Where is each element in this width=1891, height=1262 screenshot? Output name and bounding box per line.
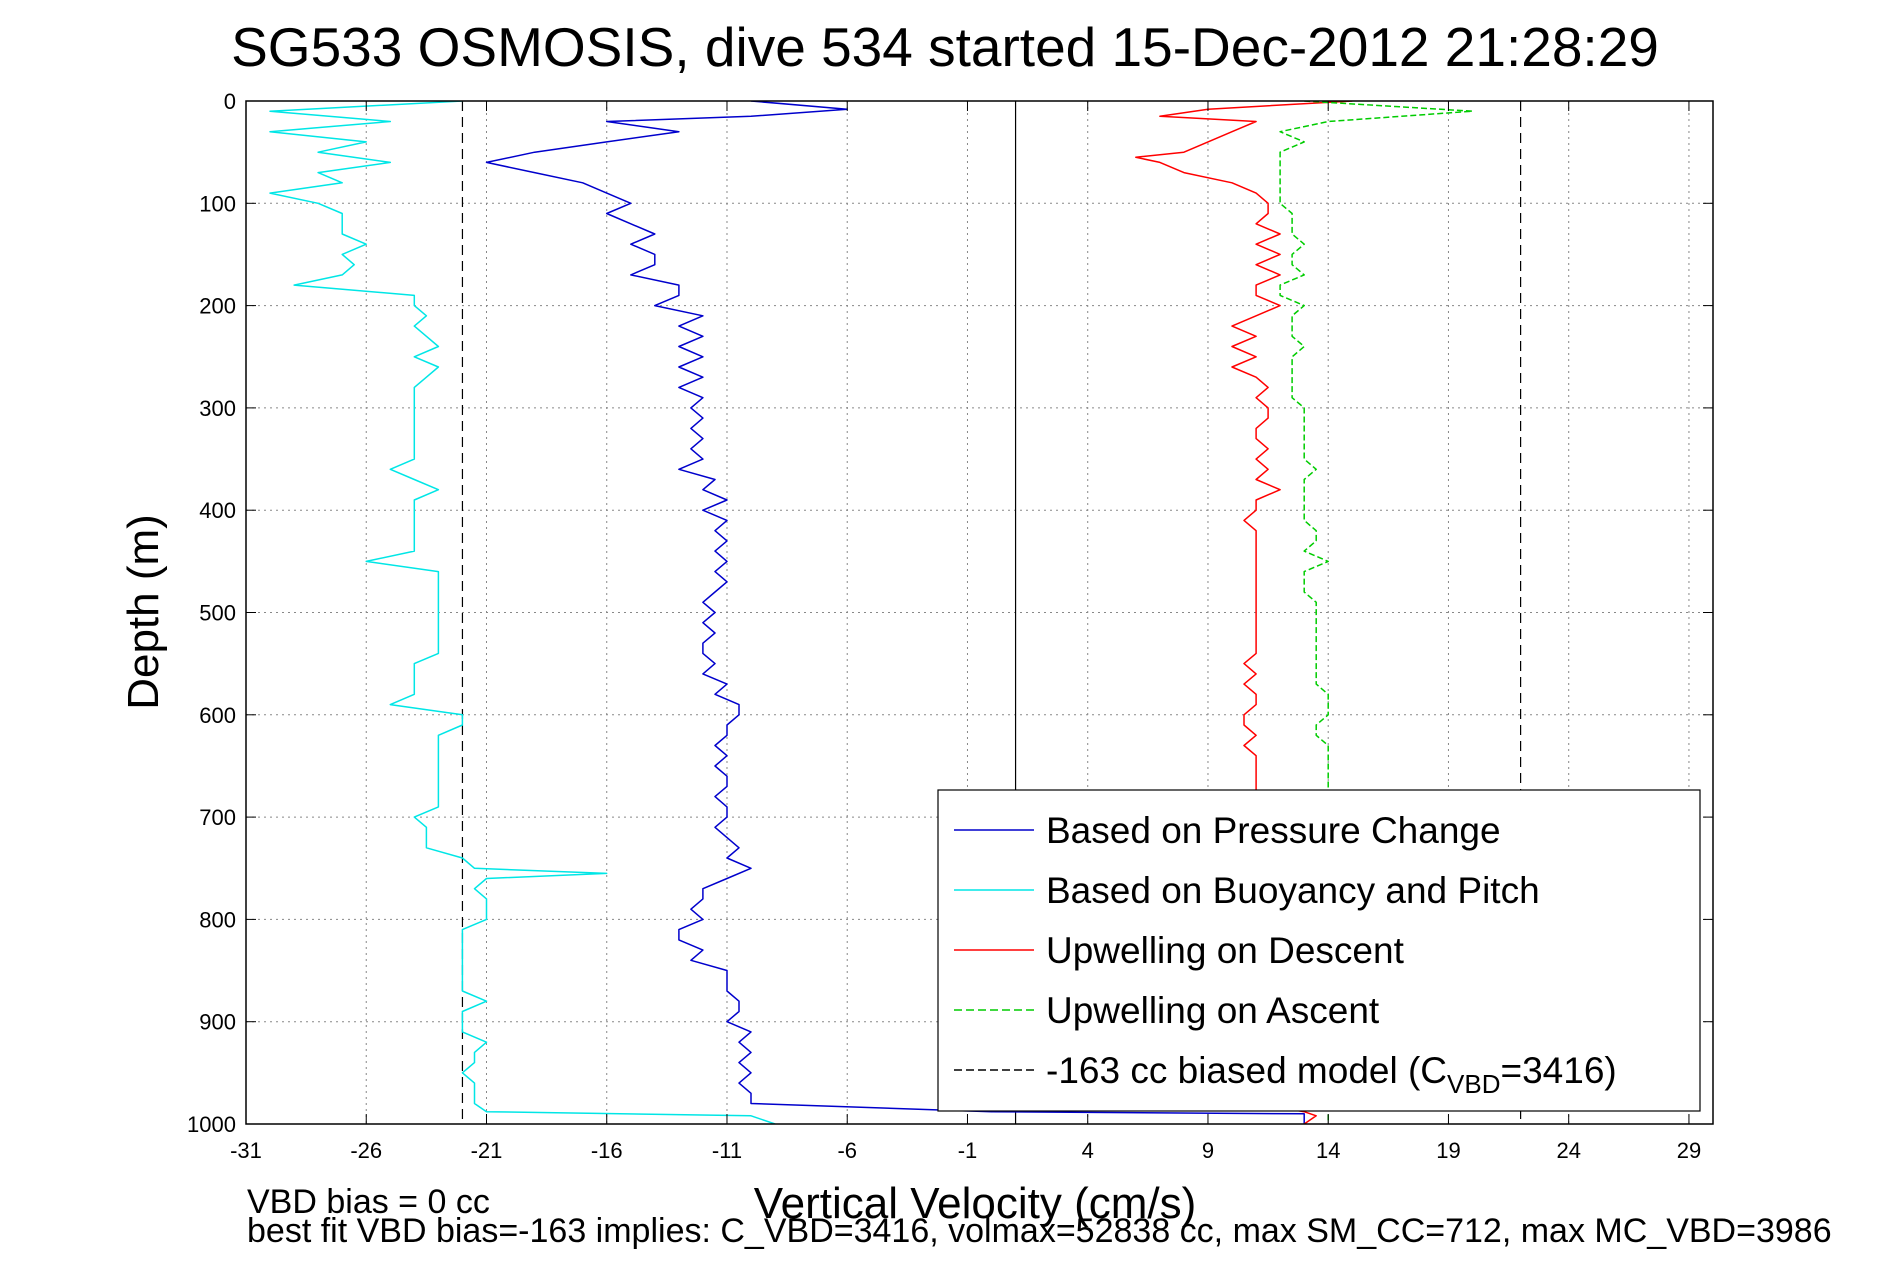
y-tick-label: 900	[199, 1010, 236, 1035]
footer-best-fit: best fit VBD bias=-163 implies: C_VBD=34…	[247, 1212, 1832, 1250]
x-axis-label: Vertical Velocity (cm/s)	[754, 1179, 1197, 1228]
legend-label: Based on Buoyancy and Pitch	[1046, 870, 1540, 911]
x-tick-label: 29	[1677, 1138, 1701, 1163]
legend-label: -163 cc biased model (CVBD=3416)	[1046, 1050, 1617, 1099]
y-tick-label: 200	[199, 294, 236, 319]
x-tick-label: 14	[1316, 1138, 1340, 1163]
x-tick-label: 19	[1436, 1138, 1460, 1163]
y-tick-label: 600	[199, 703, 236, 728]
x-tick-label: -11	[712, 1138, 742, 1163]
y-tick-label: 300	[199, 396, 236, 421]
legend-label: Upwelling on Descent	[1046, 930, 1405, 971]
legend-label: Upwelling on Ascent	[1046, 990, 1380, 1031]
y-tick-label: 400	[199, 498, 236, 523]
legend-box	[937, 789, 1701, 1112]
y-tick-label: 100	[199, 191, 236, 216]
x-tick-label: 9	[1202, 1138, 1214, 1163]
y-axis-label: Depth (m)	[119, 514, 168, 710]
y-tick-label: 500	[199, 601, 236, 626]
series-line	[485, 101, 1305, 1124]
y-tick-label: 0	[224, 89, 236, 114]
legend-label: Based on Pressure Change	[1046, 810, 1501, 851]
y-axis-ticks: 0 100 200 300 400 500 600 700 800 900 1000	[187, 89, 1713, 1137]
y-tick-label: 800	[199, 907, 236, 932]
x-tick-label: 24	[1556, 1138, 1580, 1163]
x-tick-label: -31	[230, 1138, 262, 1163]
x-tick-label: -21	[471, 1138, 503, 1163]
footer-vbd-bias: VBD bias = 0 cc	[247, 1183, 490, 1221]
x-tick-label: -26	[350, 1138, 382, 1163]
x-tick-label: -16	[591, 1138, 623, 1163]
x-tick-label: -6	[837, 1138, 857, 1163]
x-axis-ticks: -31 -26 -21 -16 -11 -6 -1 4 9 14 19 24 29	[230, 101, 1701, 1163]
y-tick-label: 1000	[187, 1112, 236, 1137]
x-tick-label: 4	[1082, 1138, 1094, 1163]
series-line	[269, 101, 776, 1124]
x-tick-label: -1	[958, 1138, 978, 1163]
y-tick-label: 700	[199, 805, 236, 830]
legend: Based on Pressure Change Based on Buoyanc…	[937, 789, 1701, 1112]
chart-title: SG533 OSMOSIS, dive 534 started 15-Dec-2…	[231, 16, 1659, 78]
